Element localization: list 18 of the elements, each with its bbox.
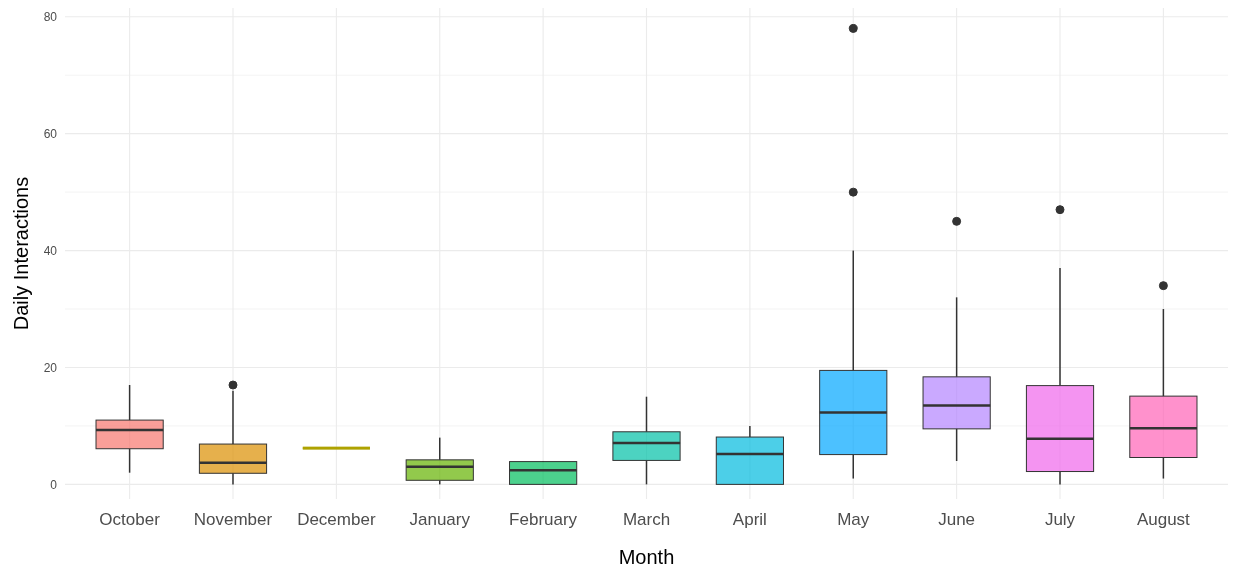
x-tick-label: February bbox=[509, 510, 578, 529]
x-tick-label: October bbox=[99, 510, 161, 529]
y-tick-label: 40 bbox=[43, 243, 58, 258]
x-axis-title: Month bbox=[618, 546, 675, 568]
y-tick-label: 20 bbox=[43, 360, 58, 375]
y-tick-label: 60 bbox=[43, 126, 58, 141]
x-tick-label: November bbox=[193, 510, 273, 529]
x-tick-label: March bbox=[622, 510, 671, 529]
x-tick-label: April bbox=[732, 510, 767, 529]
y-tick-label: 0 bbox=[50, 477, 58, 492]
y-tick-label: 80 bbox=[43, 9, 58, 24]
x-tick-label: December bbox=[297, 510, 376, 529]
x-tick-label: January bbox=[409, 510, 471, 529]
x-tick-label: June bbox=[938, 510, 976, 529]
x-tick-label: July bbox=[1044, 510, 1076, 529]
x-tick-label: May bbox=[837, 510, 870, 529]
y-axis-title: Daily Interactions bbox=[10, 176, 32, 331]
x-tick-label: August bbox=[1136, 510, 1191, 529]
